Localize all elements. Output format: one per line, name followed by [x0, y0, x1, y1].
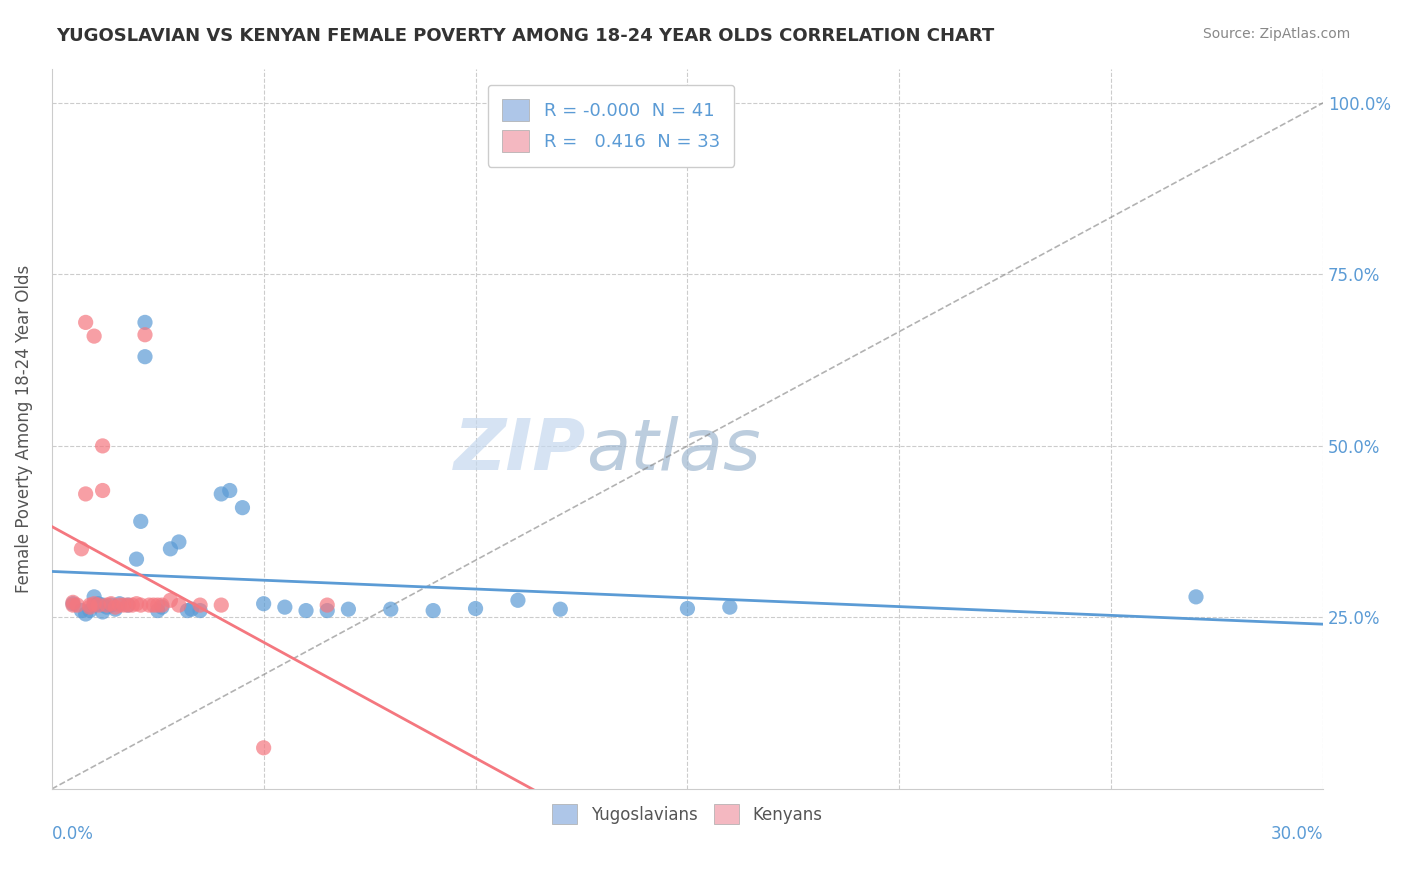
Point [718, 600, 741, 615]
Point [100, 598, 122, 612]
Point [167, 598, 190, 612]
Point [91, 598, 114, 612]
Point [676, 601, 699, 615]
Point [100, 597, 122, 611]
Point [188, 604, 211, 618]
Point [83, 329, 105, 343]
Point [66, 598, 89, 612]
Y-axis label: Female Poverty Among 18-24 Year Olds: Female Poverty Among 18-24 Year Olds [15, 265, 32, 593]
Point [79, 600, 101, 615]
Text: 0.0%: 0.0% [52, 825, 94, 843]
Point [62, 597, 84, 611]
Point [70, 604, 93, 618]
Point [83, 590, 105, 604]
Point [91, 605, 114, 619]
Point [125, 597, 148, 611]
Point [337, 602, 360, 616]
Text: Source: ZipAtlas.com: Source: ZipAtlas.com [1202, 27, 1350, 41]
Point [117, 598, 139, 612]
Point [253, 597, 276, 611]
Legend: Yugoslavians, Kenyans: Yugoslavians, Kenyans [546, 797, 830, 831]
Point [188, 598, 211, 612]
Text: YUGOSLAVIAN VS KENYAN FEMALE POVERTY AMONG 18-24 YEAR OLDS CORRELATION CHART: YUGOSLAVIAN VS KENYAN FEMALE POVERTY AMO… [56, 27, 994, 45]
Point [253, 740, 276, 755]
Point [62, 595, 84, 609]
Point [176, 604, 198, 618]
Point [96, 600, 118, 615]
Point [75, 607, 97, 621]
Point [75, 487, 97, 501]
Point [104, 600, 127, 615]
Point [550, 602, 572, 616]
Point [79, 598, 101, 612]
Point [142, 598, 165, 612]
Point [108, 598, 131, 612]
Point [108, 597, 131, 611]
Point [134, 327, 156, 342]
Point [231, 500, 253, 515]
Point [506, 593, 529, 607]
Point [180, 602, 202, 616]
Point [316, 604, 339, 618]
Point [79, 604, 101, 618]
Point [104, 602, 127, 616]
Point [134, 315, 156, 329]
Point [91, 439, 114, 453]
Text: ZIP: ZIP [454, 416, 586, 485]
Point [91, 483, 114, 498]
Point [83, 598, 105, 612]
Point [218, 483, 240, 498]
Point [129, 598, 152, 612]
Point [112, 598, 135, 612]
Point [464, 601, 486, 615]
Point [150, 600, 173, 615]
Point [159, 593, 181, 607]
Point [422, 604, 444, 618]
Point [274, 600, 297, 615]
Point [316, 598, 339, 612]
Point [87, 597, 110, 611]
Point [121, 598, 143, 612]
Point [125, 552, 148, 566]
Point [295, 604, 318, 618]
Point [1185, 590, 1208, 604]
Point [209, 598, 232, 612]
Text: atlas: atlas [586, 416, 761, 485]
Point [146, 598, 169, 612]
Point [150, 598, 173, 612]
Point [70, 541, 93, 556]
Point [96, 598, 118, 612]
Point [83, 597, 105, 611]
Point [209, 487, 232, 501]
Point [62, 598, 84, 612]
Point [380, 602, 402, 616]
Point [87, 598, 110, 612]
Text: 30.0%: 30.0% [1271, 825, 1323, 843]
Point [138, 598, 160, 612]
Point [117, 598, 139, 612]
Point [159, 541, 181, 556]
Point [167, 535, 190, 549]
Point [134, 350, 156, 364]
Point [129, 515, 152, 529]
Point [75, 315, 97, 329]
Point [146, 604, 169, 618]
